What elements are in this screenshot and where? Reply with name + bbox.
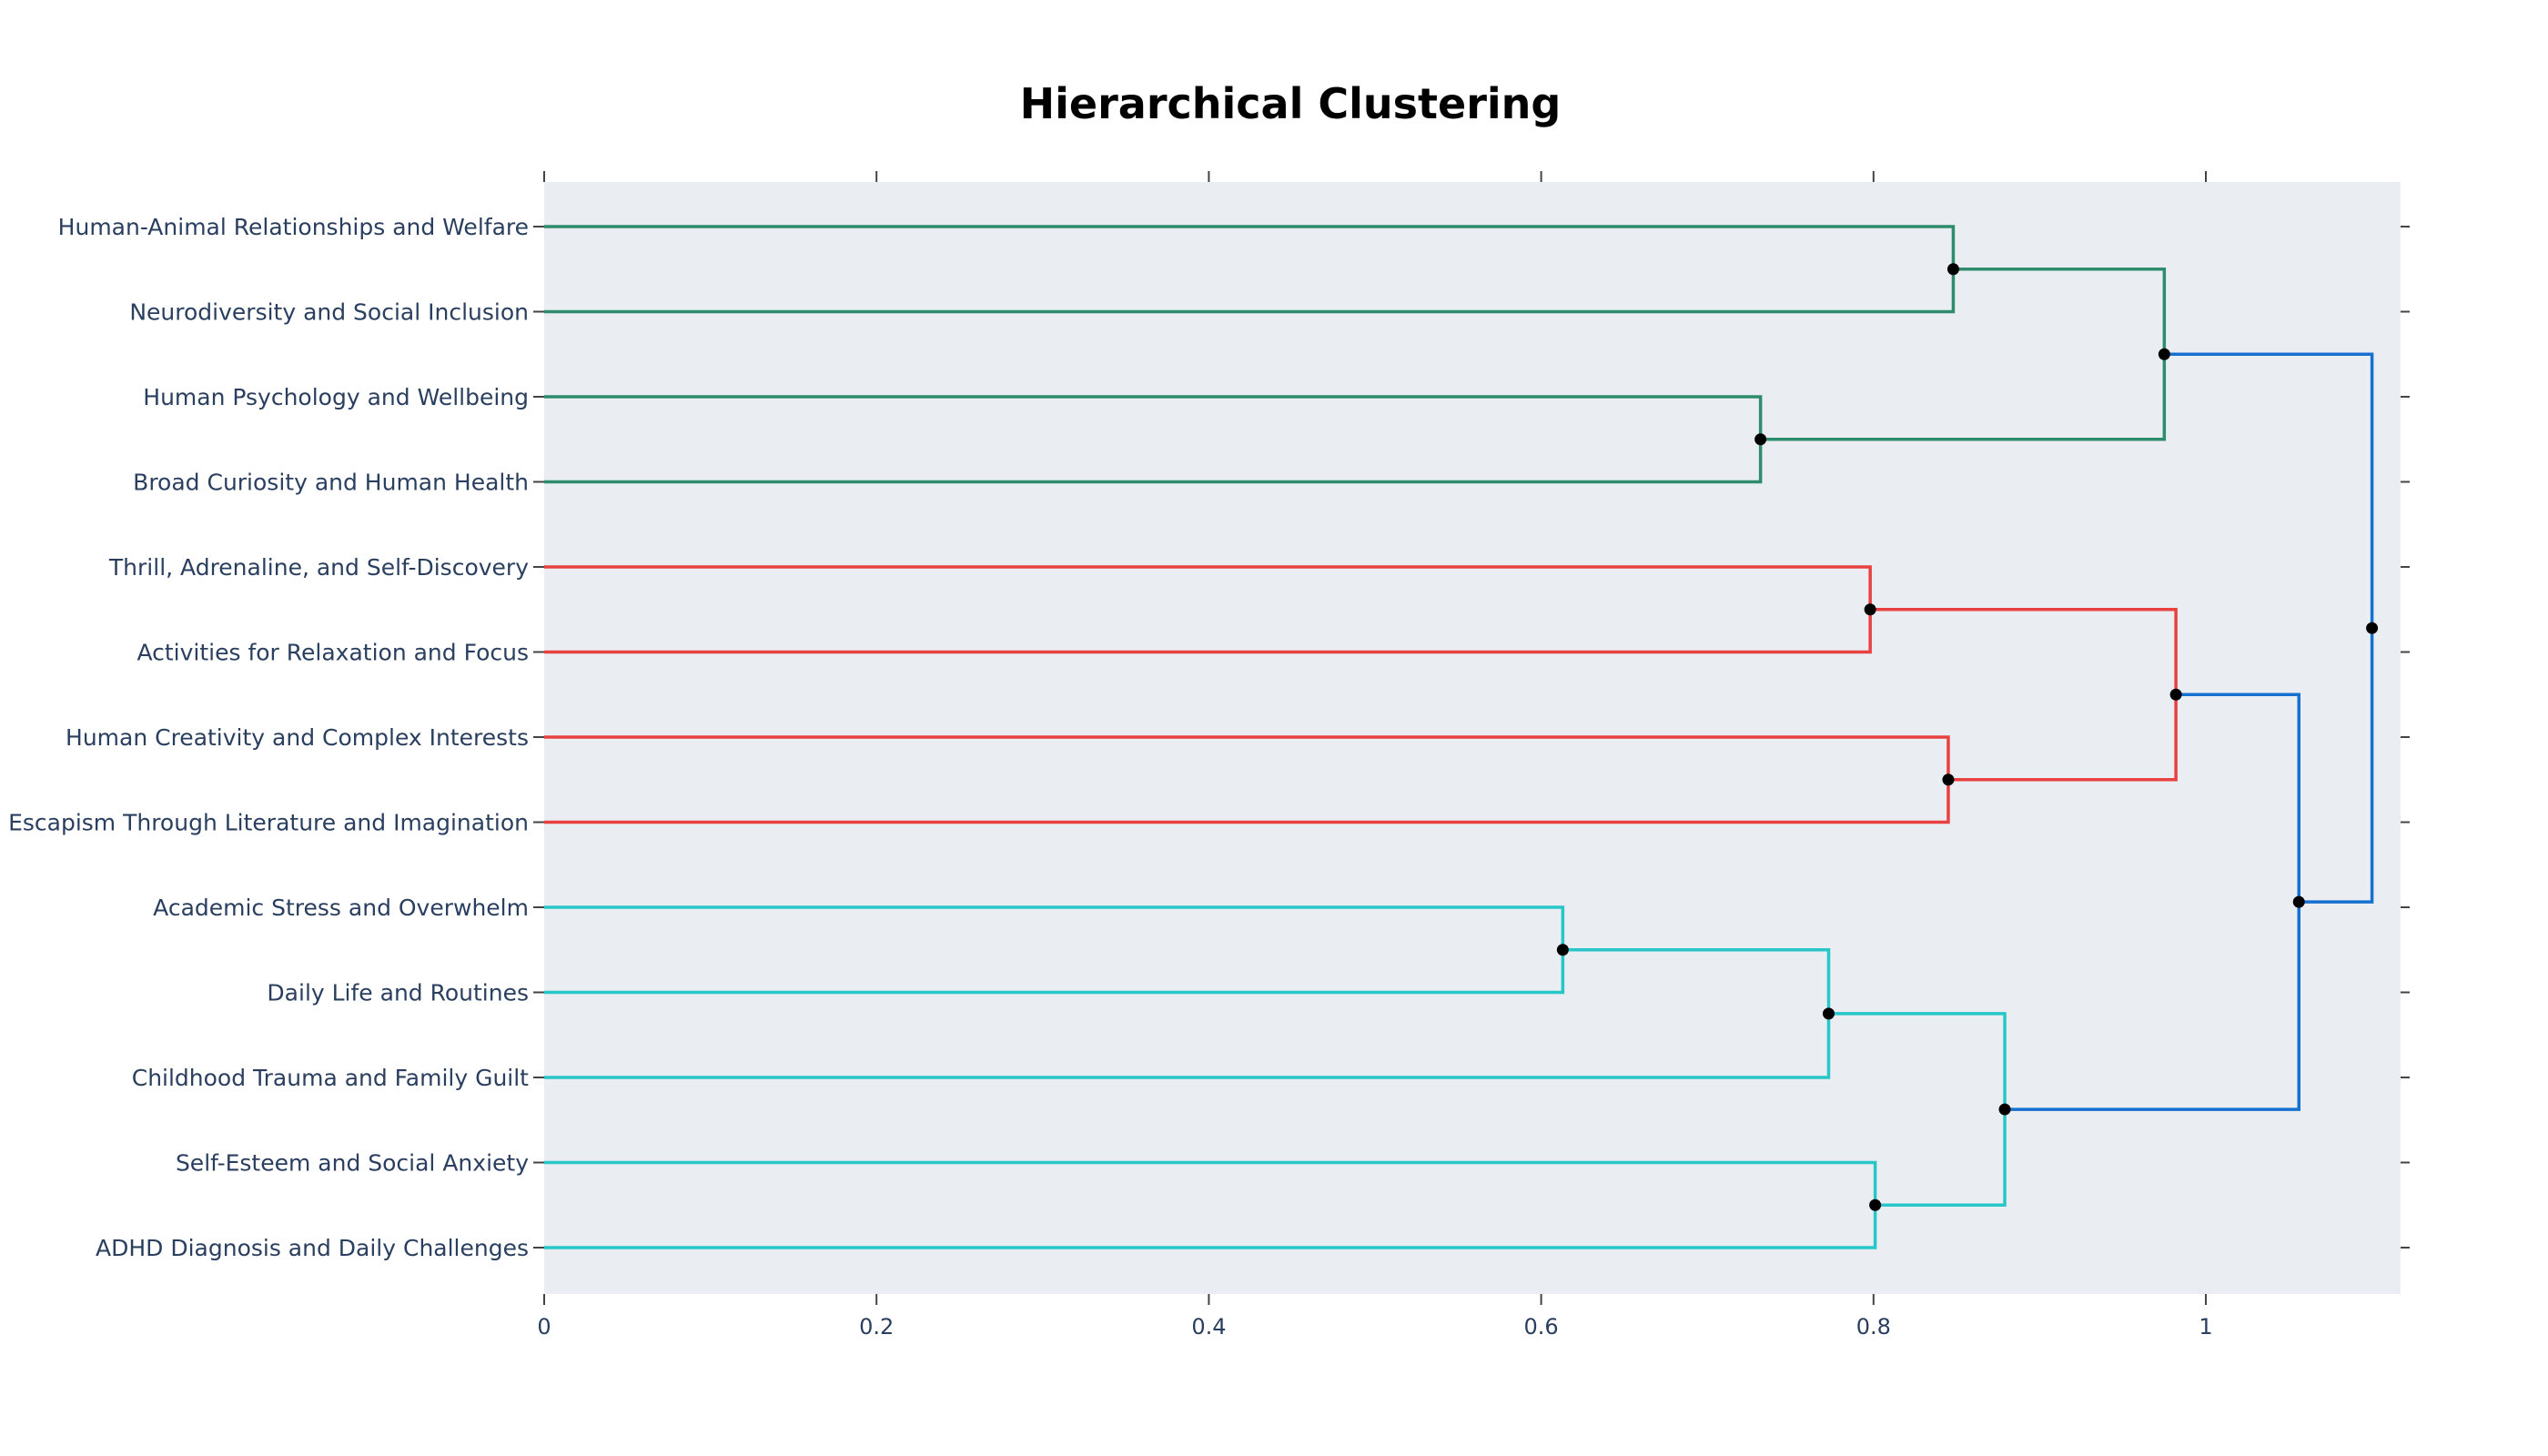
x-tick-label: 0 (537, 1314, 551, 1340)
x-tick-label: 1 (2199, 1314, 2212, 1340)
x-tick-label: 0.2 (859, 1314, 894, 1340)
merge-node (1942, 774, 1955, 786)
leaf-label: Human Creativity and Complex Interests (66, 724, 529, 751)
leaf-label: Broad Curiosity and Human Health (133, 470, 529, 496)
chart-title: Hierarchical Clustering (1020, 79, 1562, 128)
x-tick-label: 0.4 (1191, 1314, 1226, 1340)
merge-node (2169, 688, 2182, 701)
merge-node (2366, 622, 2379, 634)
leaf-label: Self-Esteem and Social Anxiety (176, 1150, 529, 1177)
axis-ticks: 0 0.2 0.4 0.6 0.8 1 (533, 171, 2410, 1340)
leaf-label: ADHD Diagnosis and Daily Challenges (96, 1235, 529, 1261)
x-tick-label: 0.6 (1524, 1314, 1559, 1340)
leaf-label: Childhood Trauma and Family Guilt (132, 1065, 529, 1091)
leaf-label: Neurodiversity and Social Inclusion (129, 299, 529, 326)
merge-node (1998, 1103, 2011, 1116)
merge-node (2158, 348, 2170, 360)
merge-node (1556, 944, 1569, 956)
leaf-labels: Human-Animal Relationships and Welfare Ne… (8, 214, 529, 1261)
merge-node (1869, 1198, 1882, 1211)
leaf-label: Daily Life and Routines (267, 980, 529, 1006)
leaf-label: Activities for Relaxation and Focus (136, 640, 529, 666)
merge-node (1822, 1007, 1835, 1020)
leaf-label: Academic Stress and Overwhelm (153, 895, 529, 921)
merge-node (1754, 433, 1767, 446)
leaf-label: Thrill, Adrenaline, and Self-Discovery (108, 554, 529, 581)
x-tick-label: 0.8 (1856, 1314, 1891, 1340)
merge-node (1864, 603, 1876, 616)
merge-node (1946, 263, 1959, 276)
leaf-label: Escapism Through Literature and Imaginat… (8, 810, 529, 836)
merge-nodes (1556, 263, 2379, 1211)
leaf-label: Human Psychology and Wellbeing (143, 384, 529, 410)
merge-node (2292, 895, 2305, 908)
leaf-label: Human-Animal Relationships and Welfare (58, 214, 529, 240)
